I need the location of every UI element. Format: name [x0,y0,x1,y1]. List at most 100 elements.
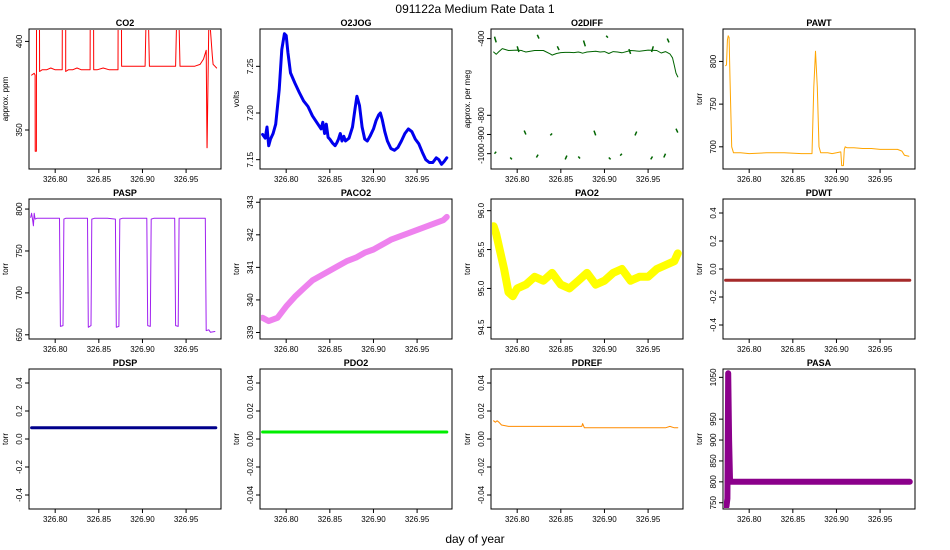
series-line [30,212,216,333]
x-tick-label: 326.80 [505,345,530,354]
y-tick-label: 400 [15,34,24,48]
data-segment [577,156,581,159]
panel-title: PDO2 [344,358,369,368]
data-segment [619,153,623,157]
x-tick-label: 326.90 [592,175,617,184]
x-tick-label: 326.90 [592,345,617,354]
y-tick-label: 0.2 [709,235,718,247]
panel-co2: CO2 approx. ppm 326.80 326.85 326.90 326.95 35… [1,18,222,184]
y-tick-label: 750 [709,496,718,510]
panel-paco2: PACO2 torr 326.80 326.85 326.90 326.95 339 340 3… [232,188,453,354]
y-axis-label: torr [695,433,704,445]
panel-pdsp: PDSP torr 326.80 326.85 326.90 326.95 -0.4 -0.2… [1,358,222,524]
x-tick-label: 326.85 [87,515,112,524]
y-tick-label: 0.0 [709,263,718,275]
panel-o2diff: O2DIFF approx. per meg 326.80 326.85 326.90 3… [463,18,684,184]
series-line [261,32,449,166]
y-tick-label: -0.04 [246,485,255,504]
y-tick-label: 750 [709,97,718,111]
y-tick-label: -0.04 [477,485,486,504]
data-segment [605,35,609,39]
series-line [493,420,679,429]
data-segment [493,36,497,43]
y-tick-label: 950 [709,412,718,426]
panel-pdref: PDREF torr 326.80 326.85 326.90 326.95 -0.04 -0… [463,358,684,524]
x-tick-label: 326.95 [868,175,893,184]
data-segment [556,45,560,51]
x-tick-label: 326.95 [868,345,893,354]
x-tick-label: 326.90 [361,515,386,524]
y-tick-label: 0.02 [246,403,255,419]
figure-title: 091122a Medium Rate Data 1 [395,2,555,16]
y-tick-label: 700 [709,140,718,154]
y-tick-label: 0.04 [246,375,255,391]
panel-title: PACO2 [341,188,371,198]
y-tick-label: 800 [709,475,718,489]
plot-frame [490,368,684,510]
x-tick-label: 326.90 [130,175,155,184]
y-axis-label: torr [695,93,704,105]
data-segment [536,34,540,39]
panel-title: O2DIFF [571,18,604,28]
y-tick-label: 800 [709,54,718,68]
x-tick-label: 326.85 [781,345,806,354]
y-tick-label: 340 [246,293,255,307]
x-tick-label: 326.95 [868,515,893,524]
y-tick-label: 650 [15,328,24,342]
plot-frame [259,198,453,340]
y-tick-label: 341 [246,260,255,274]
plot-frame [259,368,453,510]
x-tick-label: 326.90 [361,345,386,354]
data-segment [535,154,539,158]
plot-frame [28,198,222,340]
x-tick-label: 326.90 [824,175,849,184]
x-tick-label: 326.80 [737,515,762,524]
data-segment [582,40,587,47]
panel-title: O2JOG [340,18,371,28]
y-tick-label: 0.4 [709,207,718,219]
data-segment [493,151,497,155]
x-tick-label: 326.95 [174,175,199,184]
y-tick-label: 800 [15,202,24,216]
x-tick-label: 326.85 [318,345,343,354]
x-tick-label: 326.80 [274,515,299,524]
y-axis-label: torr [1,263,10,275]
data-segment [675,128,679,133]
plot-frame [490,198,684,340]
x-tick-label: 326.95 [405,175,430,184]
y-tick-label: 96.0 [477,202,486,218]
x-tick-label: 326.85 [781,175,806,184]
data-segment [516,46,520,53]
panel-title: PDWT [806,188,833,198]
x-tick-label: 326.80 [274,345,299,354]
y-tick-label: 0.04 [477,375,486,391]
data-segment [549,132,553,136]
y-tick-label: 0.2 [15,405,24,417]
panel-title: CO2 [116,18,135,28]
panel-grid: CO2 approx. ppm 326.80 326.85 326.90 326.95 35… [1,18,916,524]
plot-frame [490,28,684,170]
data-segment [650,156,654,160]
y-tick-label: -800 [477,107,486,124]
plot-frame [722,28,916,170]
x-tick-label: 326.95 [405,515,430,524]
y-axis-label: approx. per meg [463,70,472,128]
y-tick-label: 1050 [709,368,718,386]
x-tick-label: 326.80 [43,515,68,524]
panel-title: PDREF [572,358,603,368]
x-tick-label: 326.85 [549,515,574,524]
data-segment [628,48,632,55]
y-tick-label: -0.4 [709,318,718,332]
x-tick-label: 326.85 [549,345,574,354]
x-tick-label: 326.85 [318,175,343,184]
plot-frame [722,198,916,340]
figure-xlabel: day of year [445,532,504,546]
y-tick-label: 750 [15,244,24,258]
y-tick-label: -400 [477,30,486,47]
y-tick-label: -900 [477,126,486,143]
x-tick-label: 326.95 [405,345,430,354]
panel-pasa: PASA torr 326.80 326.85 326.90 326.95 750 800 85… [695,358,916,524]
y-tick-label: 339 [246,325,255,339]
x-tick-label: 326.80 [505,515,530,524]
y-axis-label: torr [232,433,241,445]
